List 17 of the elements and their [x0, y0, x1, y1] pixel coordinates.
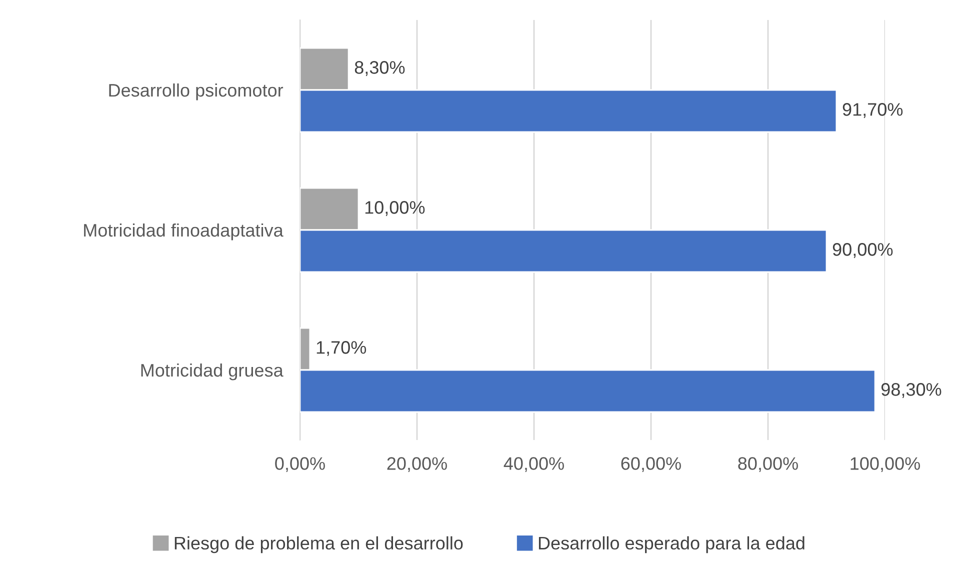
- y-tick-label: Desarrollo psicomotor: [109, 83, 284, 100]
- x-tick-label: 20,00%: [387, 457, 447, 472]
- y-tick-label: Motricidad finoadaptativa: [84, 223, 284, 240]
- legend-label: Desarrollo esperado para la edad: [538, 536, 804, 554]
- data-label: 90,00%: [832, 243, 893, 258]
- data-label: 8,30%: [354, 61, 405, 76]
- data-label: 1,70%: [316, 341, 366, 356]
- x-tick-label: 100,00%: [850, 457, 920, 472]
- data-label: 98,30%: [881, 383, 942, 398]
- x-tick-label: 0,00%: [275, 457, 325, 472]
- x-tick-label: 80,00%: [738, 457, 798, 472]
- data-label: 91,70%: [842, 103, 903, 118]
- y-tick-label: Motricidad gruesa: [141, 363, 284, 380]
- x-tick-label: 60,00%: [621, 457, 681, 472]
- x-tick-label: 40,00%: [504, 457, 564, 472]
- legend-label: Riesgo de problema en el desarrollo: [174, 536, 463, 554]
- data-label: 10,00%: [365, 201, 425, 216]
